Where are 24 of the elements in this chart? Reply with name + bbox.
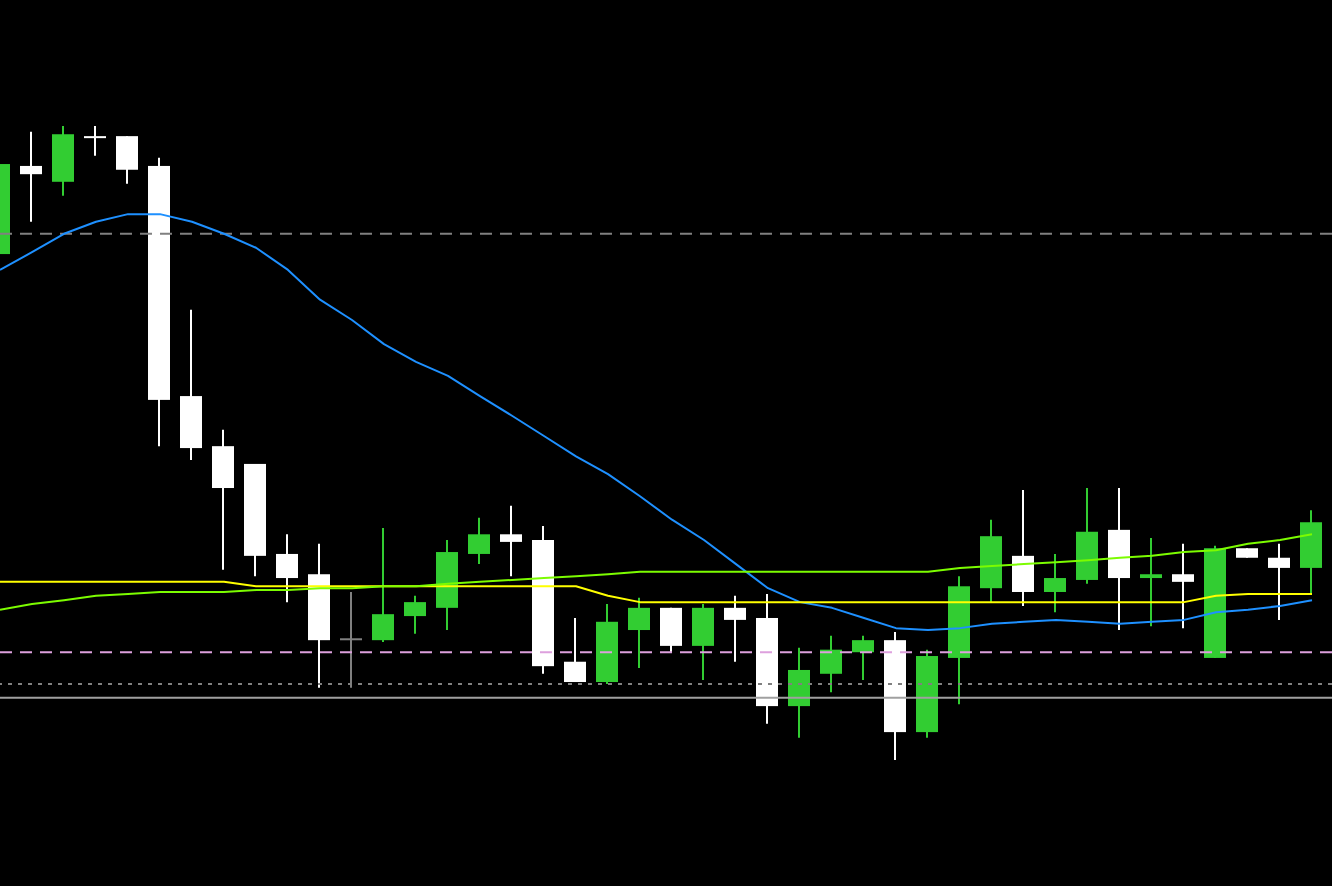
candlestick: [564, 616, 586, 684]
candlestick: [84, 126, 106, 157]
candlestick: [660, 606, 682, 654]
candlestick: [692, 603, 714, 682]
candlestick: [372, 526, 394, 644]
candlestick: [468, 516, 490, 566]
candlestick: [628, 596, 650, 670]
candlestick: [1268, 542, 1290, 621]
candlestick: [820, 634, 842, 694]
candlestick: [116, 135, 138, 185]
candlestick: [500, 504, 522, 578]
candlestick: [1012, 488, 1034, 607]
candlestick: [404, 594, 426, 635]
candlestick: [20, 130, 42, 223]
candlestick: [724, 594, 746, 663]
candlestick: [1044, 552, 1066, 614]
candlestick: [212, 428, 234, 571]
candlestick: [276, 533, 298, 604]
candlestick: [788, 646, 810, 739]
candlestick: [1300, 509, 1322, 595]
candlestick: [1140, 537, 1162, 628]
candlestick: [52, 126, 74, 197]
candlestick: [852, 634, 874, 682]
candlestick: [1172, 542, 1194, 630]
